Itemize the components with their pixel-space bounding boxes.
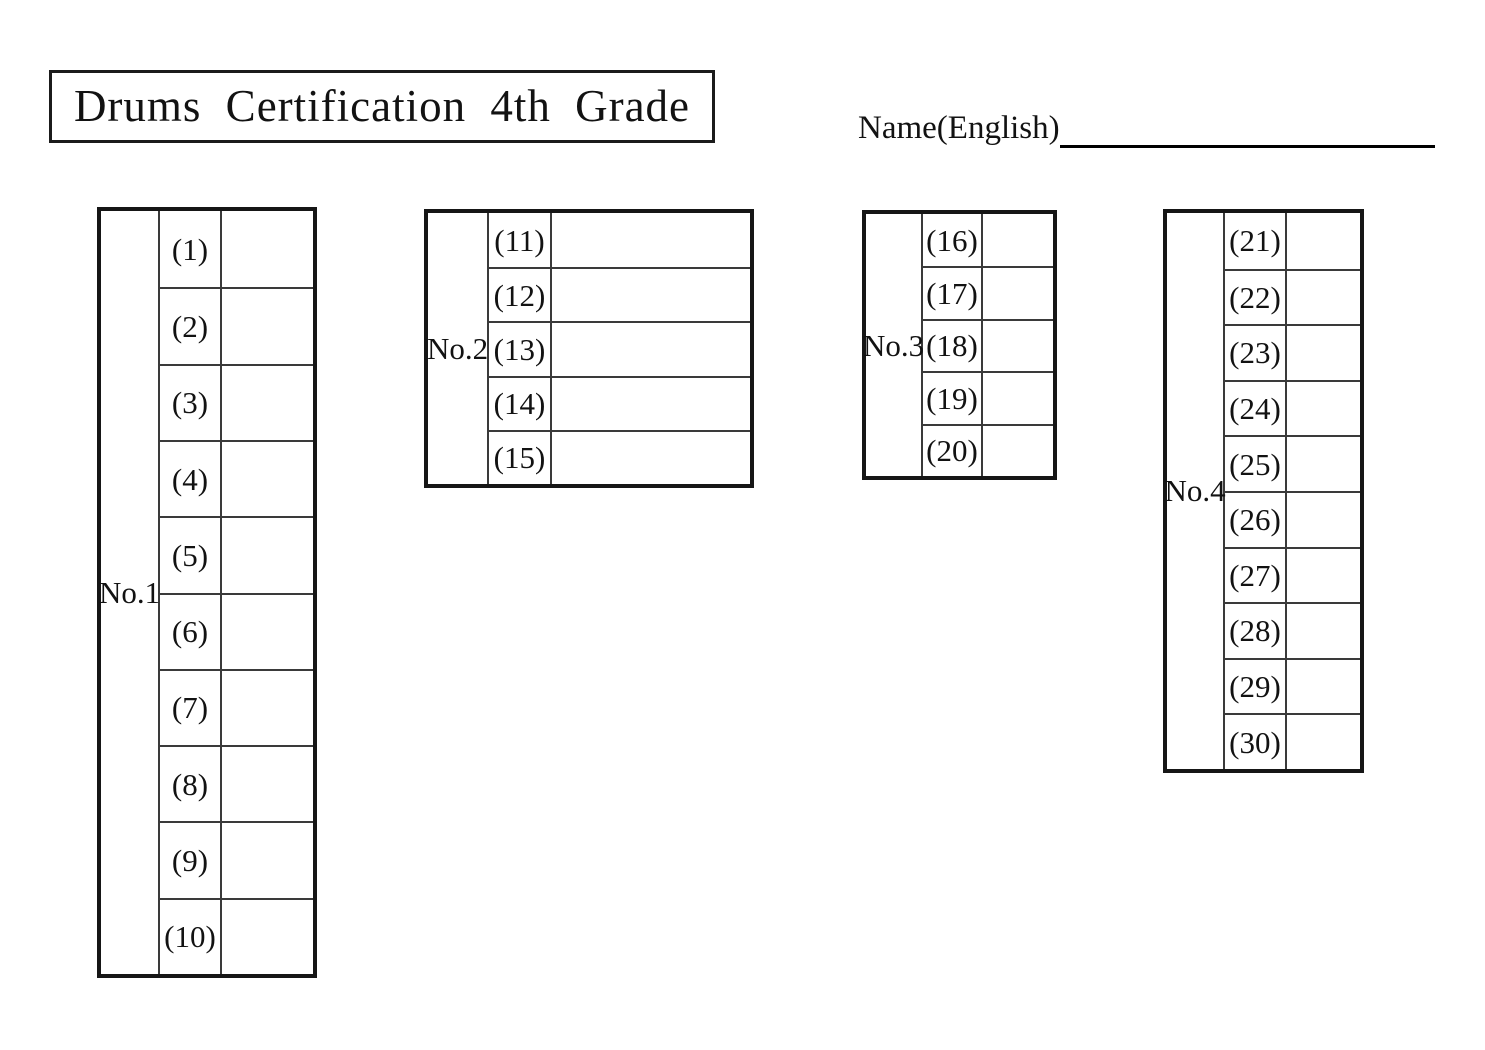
question-number: (1) <box>160 211 222 288</box>
answer-cell[interactable] <box>222 287 313 363</box>
table-label: No.1 <box>99 211 160 974</box>
question-number: (8) <box>160 745 222 822</box>
answer-cell[interactable] <box>552 429 750 484</box>
page-title: Drums Certification 4th Grade <box>73 81 691 131</box>
question-number: (4) <box>160 439 222 517</box>
question-number: (15) <box>489 429 552 484</box>
question-number: (3) <box>160 363 222 440</box>
answer-cell[interactable] <box>983 266 1053 318</box>
answer-cell[interactable] <box>983 423 1053 476</box>
answer-cell[interactable] <box>222 363 313 440</box>
answer-cell[interactable] <box>1287 268 1360 325</box>
answer-cell[interactable] <box>222 668 313 745</box>
answer-cell[interactable] <box>1287 435 1360 491</box>
answer-cell[interactable] <box>552 267 750 321</box>
answer-table-no4: No.4 (21) (22) (23) (24) (25) (26) (27) … <box>1163 209 1364 773</box>
answer-cell[interactable] <box>222 897 313 974</box>
question-number: (12) <box>489 267 552 322</box>
question-number: (7) <box>160 668 222 746</box>
question-number: (20) <box>923 423 983 476</box>
answer-cell[interactable] <box>1287 657 1360 714</box>
question-number: (27) <box>1225 546 1287 603</box>
question-number: (24) <box>1225 379 1287 436</box>
question-number: (13) <box>489 321 552 376</box>
table-label: No.3 <box>863 214 924 476</box>
answer-cell[interactable] <box>222 516 313 592</box>
answer-cell[interactable] <box>552 213 750 267</box>
question-number: (18) <box>923 318 983 372</box>
answer-cell[interactable] <box>222 745 313 821</box>
question-number: (6) <box>160 592 222 669</box>
answer-cell[interactable] <box>983 318 1053 371</box>
name-fill-line[interactable] <box>1059 145 1435 148</box>
question-number: (29) <box>1225 657 1287 714</box>
answer-cell[interactable] <box>222 439 313 516</box>
question-number: (9) <box>160 821 222 898</box>
table-label: No.4 <box>1164 213 1226 769</box>
question-number: (30) <box>1225 713 1287 769</box>
answer-cell[interactable] <box>983 371 1053 423</box>
question-number: (11) <box>489 213 552 268</box>
answer-cell[interactable] <box>1287 713 1360 769</box>
name-label: Name(English) <box>858 110 1060 146</box>
question-number: (16) <box>923 214 983 267</box>
question-number: (21) <box>1225 213 1287 269</box>
question-number: (10) <box>160 897 222 974</box>
question-number: (25) <box>1225 435 1287 491</box>
table-label: No.2 <box>427 213 489 484</box>
title-box: Drums Certification 4th Grade <box>49 70 715 143</box>
question-number: (26) <box>1225 490 1287 547</box>
answer-table-no2: No.2 (11) (12) (13) (14) (15) <box>424 209 754 488</box>
question-number: (5) <box>160 516 222 593</box>
answer-cell[interactable] <box>222 592 313 669</box>
question-number: (14) <box>489 375 552 430</box>
question-number: (17) <box>923 266 983 319</box>
question-number: (22) <box>1225 268 1287 325</box>
answer-cell[interactable] <box>1287 490 1360 547</box>
answer-cell[interactable] <box>552 321 750 375</box>
question-number: (2) <box>160 287 222 364</box>
answer-cell[interactable] <box>222 821 313 897</box>
answer-cell[interactable] <box>1287 379 1360 436</box>
question-number: (28) <box>1225 602 1287 658</box>
question-number: (23) <box>1225 324 1287 380</box>
question-number: (19) <box>923 371 983 424</box>
answer-cell[interactable] <box>222 211 313 287</box>
answer-table-no1: No.1 (1) (2) (3) (4) (5) (6) (7) (8) (9)… <box>97 207 317 978</box>
answer-cell[interactable] <box>983 214 1053 266</box>
answer-cell[interactable] <box>1287 324 1360 380</box>
answer-cell[interactable] <box>1287 546 1360 603</box>
name-field: Name(English) <box>858 103 1435 150</box>
answer-cell[interactable] <box>552 375 750 430</box>
answer-cell[interactable] <box>1287 602 1360 658</box>
answer-table-no3: No.3 (16) (17) (18) (19) (20) <box>862 210 1057 480</box>
answer-cell[interactable] <box>1287 213 1360 269</box>
